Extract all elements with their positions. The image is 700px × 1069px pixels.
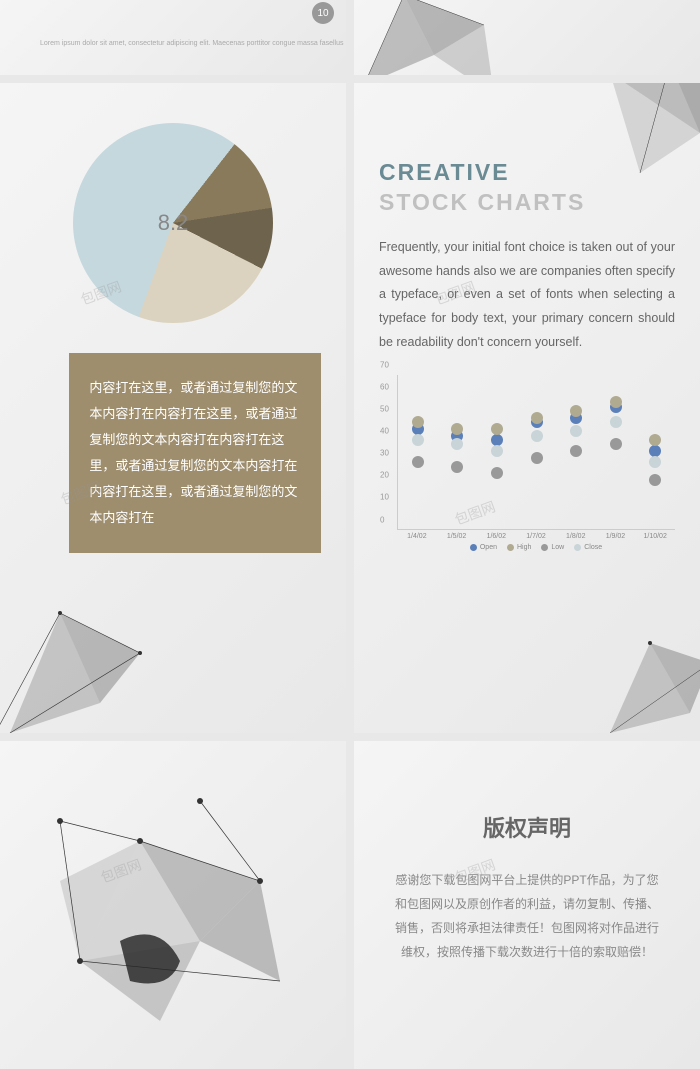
- y-tick: 70: [380, 360, 389, 369]
- legend-label: Low: [551, 544, 564, 551]
- scatter-dot: [531, 452, 543, 464]
- copyright-body: 感谢您下载包图网平台上提供的PPT作品，为了您和包图网以及原创作者的利益，请勿复…: [379, 868, 675, 964]
- scatter-dot: [570, 425, 582, 437]
- scatter-dot: [451, 438, 463, 450]
- scatter-dot: [491, 445, 503, 457]
- legend-dot: [541, 544, 548, 551]
- description-textbox: 内容打在这里，或者通过复制您的文本内容打在内容打在这里，或者通过复制您的文本内容…: [69, 353, 321, 553]
- x-label: 1/6/02: [476, 533, 516, 540]
- watermark: 包图网: [98, 854, 144, 887]
- y-tick: 60: [380, 382, 389, 391]
- x-label: 1/5/02: [437, 533, 477, 540]
- y-tick: 10: [380, 493, 389, 502]
- legend-dot: [470, 544, 477, 551]
- lorem-text: Lorem ipsum dolor sit amet, consectetur …: [40, 40, 343, 47]
- scatter-dot: [531, 412, 543, 424]
- pie-center-label: 8.2: [158, 210, 189, 236]
- legend-item: Close: [574, 544, 602, 551]
- scatter-dot: [610, 416, 622, 428]
- y-tick: 0: [380, 515, 384, 524]
- copyright-panel: 版权声明 感谢您下载包图网平台上提供的PPT作品，为了您和包图网以及原创作者的利…: [354, 741, 700, 1069]
- legend-dot: [507, 544, 514, 551]
- copyright-title: 版权声明: [379, 811, 675, 843]
- x-label: 1/7/02: [516, 533, 556, 540]
- scatter-dot: [649, 474, 661, 486]
- scatter-dot: [412, 416, 424, 428]
- x-label: 1/4/02: [397, 533, 437, 540]
- x-label: 1/8/02: [556, 533, 596, 540]
- geometric-decoration: [0, 573, 160, 733]
- legend-item: High: [507, 544, 531, 551]
- scatter-dot: [491, 467, 503, 479]
- y-tick: 50: [380, 404, 389, 413]
- scatter-dot: [412, 434, 424, 446]
- scatter-dot: [649, 456, 661, 468]
- x-label: 1/9/02: [596, 533, 636, 540]
- page-number: 10: [312, 2, 334, 24]
- geometric-decoration: [580, 613, 700, 733]
- y-tick: 40: [380, 426, 389, 435]
- geometric-art: [20, 761, 320, 1061]
- y-tick: 30: [380, 449, 389, 458]
- scatter-dot: [531, 430, 543, 442]
- scatter-dot: [610, 396, 622, 408]
- legend-dot: [574, 544, 581, 551]
- legend-label: Open: [480, 544, 497, 551]
- scatter-dot: [610, 438, 622, 450]
- header-panel-left: Lorem ipsum dolor sit amet, consectetur …: [0, 0, 346, 75]
- scatter-chart: 010203040506070 1/4/021/5/021/6/021/7/02…: [379, 375, 675, 551]
- title-line-2: STOCK CHARTS: [379, 188, 675, 218]
- scatter-dot: [570, 405, 582, 417]
- scatter-dot: [491, 423, 503, 435]
- legend-item: Open: [470, 544, 497, 551]
- y-tick: 20: [380, 471, 389, 480]
- charts-panel: CREATIVE STOCK CHARTS Frequently, your i…: [354, 83, 700, 733]
- scatter-dot: [451, 461, 463, 473]
- art-panel: 包图网: [0, 741, 346, 1069]
- pie-panel: 8.2 内容打在这里，或者通过复制您的文本内容打在内容打在这里，或者通过复制您的…: [0, 83, 346, 733]
- scatter-dot: [451, 423, 463, 435]
- legend-item: Low: [541, 544, 564, 551]
- scatter-dot: [412, 456, 424, 468]
- scatter-dot: [649, 434, 661, 446]
- title-line-1: CREATIVE: [379, 158, 675, 188]
- geometric-decoration: [354, 0, 504, 75]
- header-panel-right: [354, 0, 700, 75]
- scatter-dot: [570, 445, 582, 457]
- legend-label: High: [517, 544, 531, 551]
- body-text: Frequently, your initial font choice is …: [379, 236, 675, 355]
- x-label: 1/10/02: [635, 533, 675, 540]
- pie-chart: 8.2: [73, 123, 273, 323]
- legend-label: Close: [584, 544, 602, 551]
